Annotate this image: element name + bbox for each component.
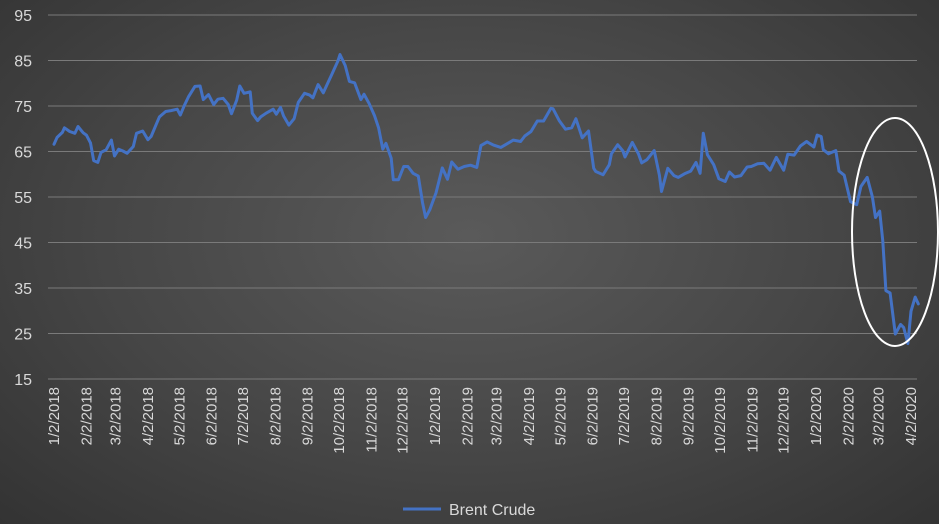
x-tick-label: 1/2/2019	[427, 387, 444, 445]
x-tick-label: 1/2/2018	[46, 387, 63, 445]
gridlines	[48, 14, 917, 380]
x-tick-label: 11/2/2018	[363, 387, 380, 453]
x-tick-label: 4/2/2019	[521, 387, 538, 445]
x-tick-label: 4/2/2020	[903, 387, 920, 445]
x-tick-label: 9/2/2018	[300, 387, 317, 445]
x-tick-label: 10/2/2019	[712, 387, 729, 454]
series-line-brent-crude	[52, 53, 920, 345]
x-tick-label: 6/2/2018	[204, 387, 221, 445]
y-tick-label: 85	[14, 54, 32, 71]
x-tick-label: 10/2/2018	[331, 387, 348, 454]
x-tick-label: 5/2/2019	[552, 387, 569, 445]
x-tick-label: 3/2/2019	[489, 387, 506, 445]
highlight-ellipse	[851, 117, 939, 347]
legend-label-brent-crude: Brent Crude	[449, 502, 535, 519]
x-tick-label: 3/2/2020	[871, 387, 888, 445]
y-tick-label: 15	[14, 372, 32, 389]
x-axis-tick-labels: 1/2/2018 2/2/2018 3/2/2018 4/2/2018 5/2/2018…	[46, 387, 920, 454]
x-tick-label: 1/2/2020	[808, 387, 825, 445]
x-tick-label: 3/2/2018	[108, 387, 125, 445]
y-axis-tick-labels: 15 25 35 45 55 65 75 85 95	[14, 8, 32, 389]
x-tick-label: 2/2/2019	[459, 387, 476, 445]
x-tick-label: 12/2/2018	[395, 387, 412, 454]
x-tick-label: 7/2/2018	[235, 387, 252, 445]
x-tick-label: 8/2/2019	[648, 387, 665, 445]
y-tick-label: 55	[14, 190, 32, 207]
y-tick-label: 45	[14, 236, 32, 253]
x-tick-label: 2/2/2020	[840, 387, 857, 445]
x-tick-label: 7/2/2019	[616, 387, 633, 445]
x-tick-label: 12/2/2019	[776, 387, 793, 454]
y-tick-label: 35	[14, 281, 32, 298]
legend: Brent Crude	[403, 502, 535, 519]
x-tick-label: 9/2/2019	[681, 387, 698, 445]
y-tick-label: 75	[14, 99, 32, 116]
x-tick-label: 8/2/2018	[267, 387, 284, 445]
y-tick-label: 25	[14, 327, 32, 344]
y-tick-label: 95	[14, 8, 32, 25]
x-tick-label: 6/2/2019	[585, 387, 602, 445]
x-tick-label: 2/2/2018	[78, 387, 95, 445]
x-tick-label: 4/2/2018	[140, 387, 157, 445]
x-tick-label: 5/2/2018	[171, 387, 188, 445]
y-tick-label: 65	[14, 145, 32, 162]
x-tick-label: 11/2/2019	[744, 387, 761, 453]
